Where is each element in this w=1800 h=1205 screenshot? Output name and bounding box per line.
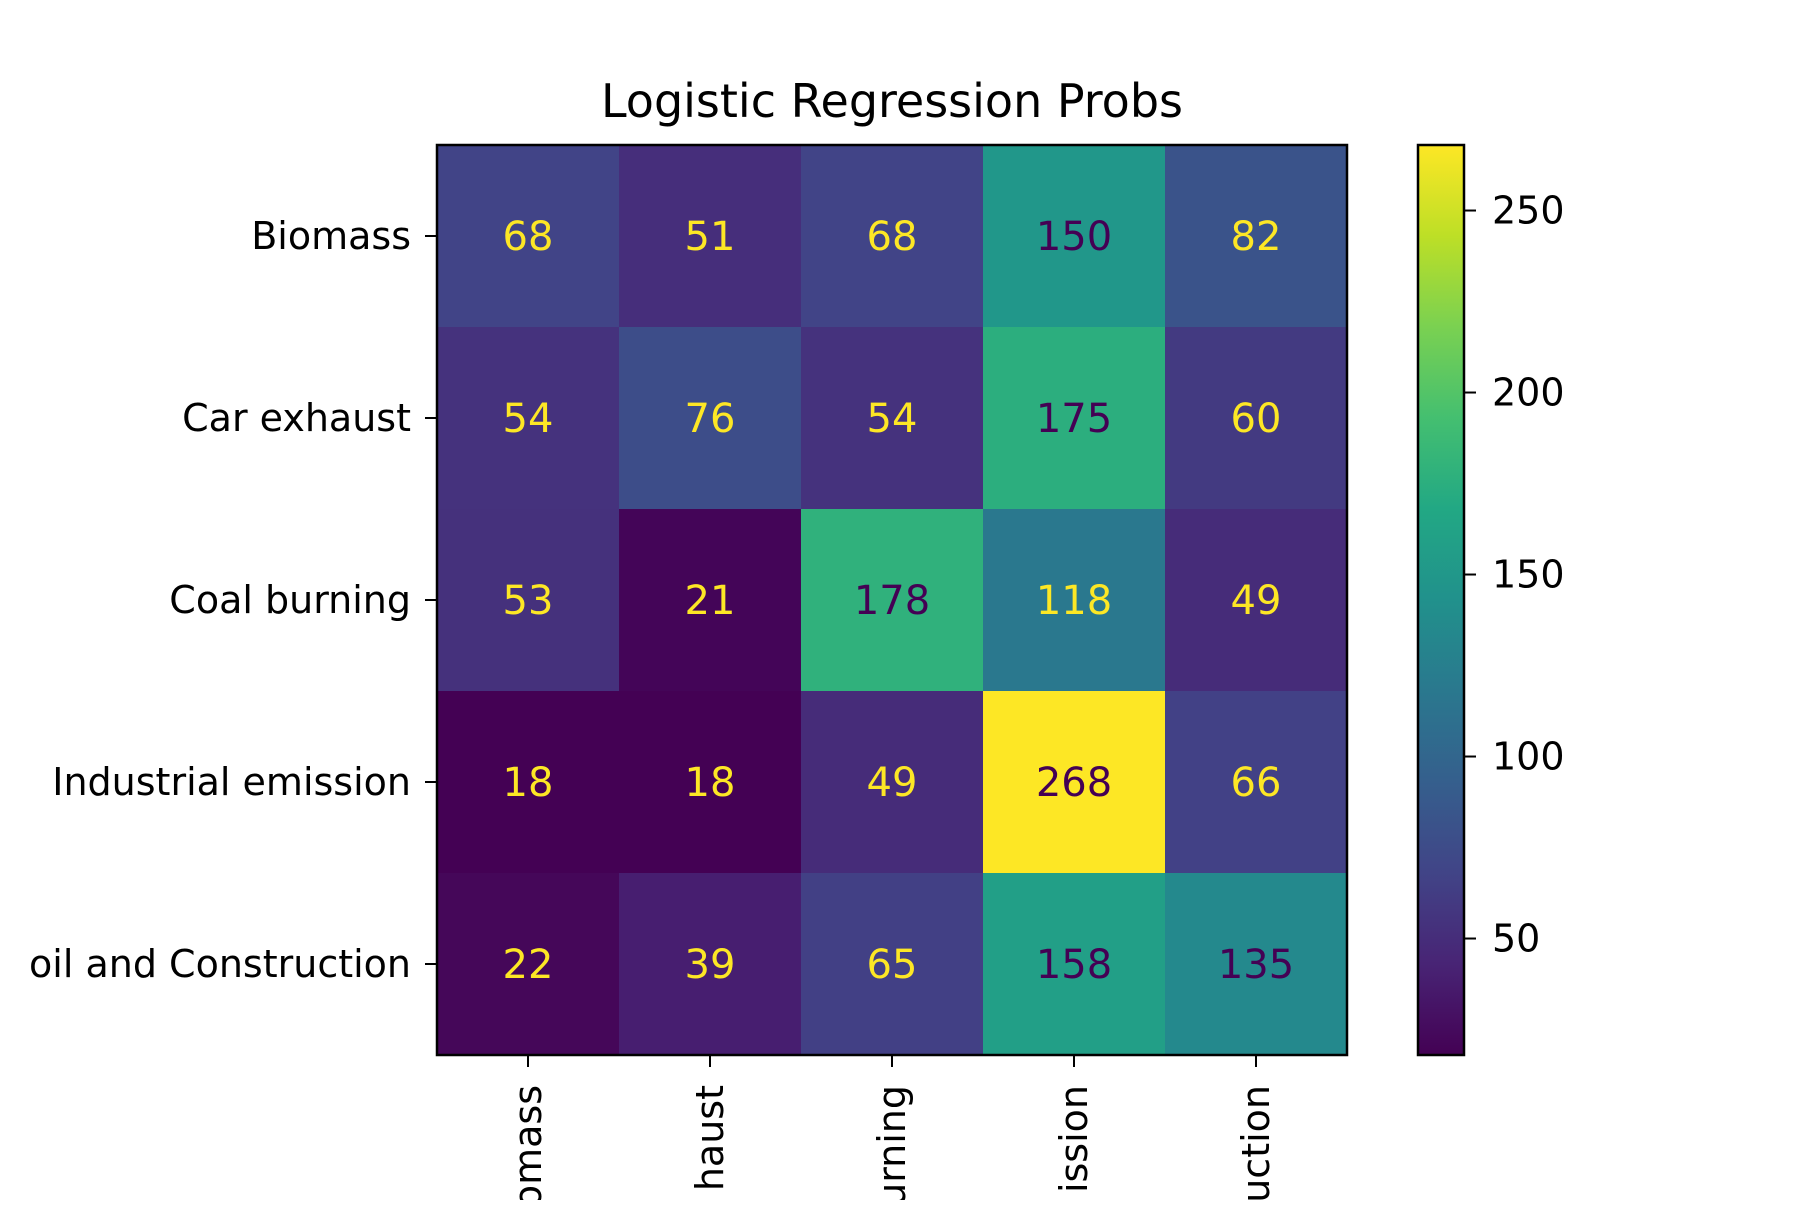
cell-value-label: 178 bbox=[854, 578, 930, 624]
cell-value-label: 54 bbox=[503, 396, 554, 442]
y-tick-label: Car exhaust bbox=[182, 396, 411, 440]
cell-annotations: 68 51 68 150 82 54 76 54 175 60 53 21 178 118 49 18 18 49… bbox=[503, 214, 1295, 988]
cell-value-label: 53 bbox=[503, 578, 554, 624]
cell-value-label: 39 bbox=[685, 942, 736, 988]
cell-value-label: 22 bbox=[503, 942, 554, 988]
heatmap-cell bbox=[619, 327, 802, 510]
cell-value-label: 66 bbox=[1231, 760, 1282, 806]
cell-value-label: 65 bbox=[867, 942, 918, 988]
heatmap-cell bbox=[983, 873, 1166, 1056]
colorbar-gradient bbox=[1418, 145, 1464, 1055]
cell-value-label: 49 bbox=[867, 760, 918, 806]
cell-value-label: 150 bbox=[1036, 214, 1112, 260]
cell-value-label: 21 bbox=[685, 578, 736, 624]
cell-value-label: 51 bbox=[685, 214, 736, 260]
colorbar-tick-label: 50 bbox=[1492, 917, 1540, 961]
heatmap-cell bbox=[1165, 509, 1348, 692]
y-tick-label: oil and Construction bbox=[29, 942, 411, 986]
cell-value-label: 68 bbox=[503, 214, 554, 260]
colorbar-tick-label: 100 bbox=[1492, 735, 1565, 779]
cell-value-label: 49 bbox=[1231, 578, 1282, 624]
cell-value-label: 118 bbox=[1036, 578, 1112, 624]
heatmap-cell bbox=[801, 327, 984, 510]
cell-value-label: 18 bbox=[503, 760, 554, 806]
y-tick-label: Coal burning bbox=[169, 578, 411, 622]
cell-value-label: 54 bbox=[867, 396, 918, 442]
colorbar-tick-label: 150 bbox=[1492, 553, 1565, 597]
heatmap-cell bbox=[801, 691, 984, 874]
heatmap-cell bbox=[437, 873, 620, 1056]
colorbar-tick-label: 250 bbox=[1492, 189, 1565, 233]
heatmap-cells bbox=[437, 145, 1348, 1056]
heatmap-cell bbox=[983, 327, 1166, 510]
colorbar: 50 100 150 200 250 bbox=[1416, 143, 1565, 1057]
y-tick-label: Biomass bbox=[251, 214, 411, 258]
x-tick-label: urning bbox=[870, 1085, 914, 1200]
heatmap-cell bbox=[437, 327, 620, 510]
heatmap-cell bbox=[1165, 691, 1348, 874]
y-axis: Biomass Car exhaust Coal burning Industrial… bbox=[29, 214, 437, 986]
heatmap-cell bbox=[619, 873, 802, 1056]
colorbar-frame bbox=[1416, 143, 1466, 1057]
heatmap-cell bbox=[437, 145, 620, 328]
colorbar-tick-label: 200 bbox=[1492, 371, 1565, 415]
heatmap-cell bbox=[983, 691, 1166, 874]
cell-value-label: 135 bbox=[1218, 942, 1294, 988]
x-tick-label: haust bbox=[688, 1085, 732, 1191]
heatmap-cell bbox=[983, 509, 1166, 692]
x-tick-label: omass bbox=[506, 1085, 550, 1200]
chart-title: Logistic Regression Probs bbox=[601, 74, 1183, 128]
heatmap-cell bbox=[983, 145, 1166, 328]
cell-value-label: 175 bbox=[1036, 396, 1112, 442]
heatmap-cell bbox=[437, 509, 620, 692]
heatmap-cell bbox=[1165, 873, 1348, 1056]
heatmap-cell bbox=[619, 509, 802, 692]
heatmap-cell bbox=[1165, 145, 1348, 328]
y-tick-label: Industrial emission bbox=[52, 760, 411, 804]
heatmap-cell bbox=[437, 691, 620, 874]
cell-value-label: 268 bbox=[1036, 760, 1112, 806]
x-axis: omass haust urning ission uction bbox=[506, 1055, 1278, 1205]
cell-value-label: 76 bbox=[685, 396, 736, 442]
cell-value-label: 68 bbox=[867, 214, 918, 260]
x-tick-label: uction bbox=[1234, 1085, 1278, 1200]
heatmap-cell bbox=[801, 509, 984, 692]
cell-value-label: 82 bbox=[1231, 214, 1282, 260]
heatmap-cell bbox=[619, 145, 802, 328]
cell-value-label: 158 bbox=[1036, 942, 1112, 988]
heatmap-cell bbox=[1165, 327, 1348, 510]
heatmap-cell bbox=[801, 873, 984, 1056]
heatmap-cell bbox=[801, 145, 984, 328]
cell-value-label: 18 bbox=[685, 760, 736, 806]
cell-value-label: 60 bbox=[1231, 396, 1282, 442]
heatmap-cell bbox=[619, 691, 802, 874]
x-tick-label: ission bbox=[1052, 1085, 1096, 1193]
